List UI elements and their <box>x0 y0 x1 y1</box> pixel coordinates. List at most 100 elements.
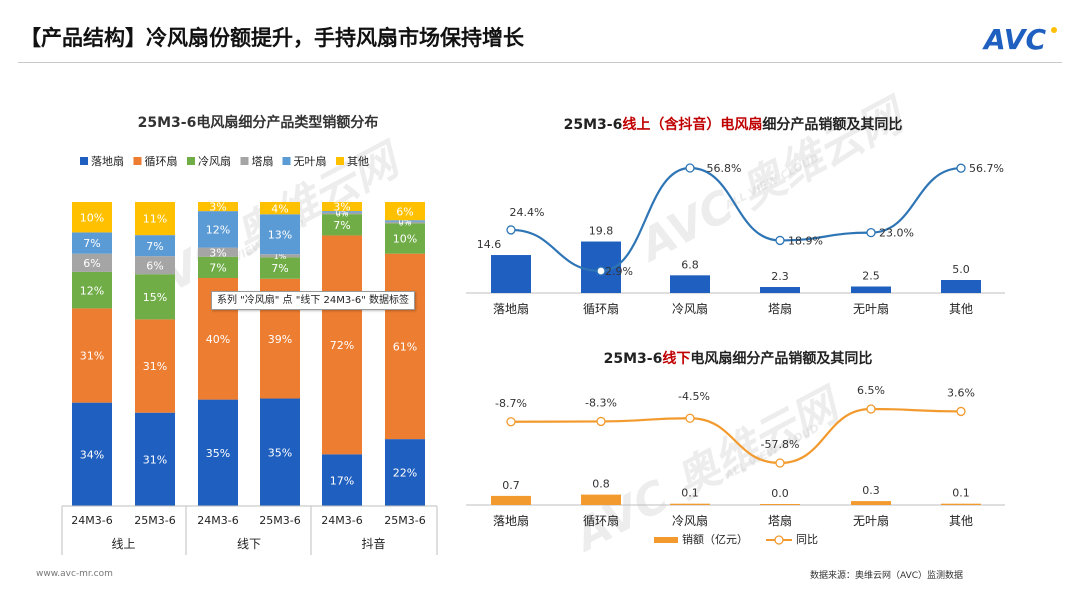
bar-segment <box>260 398 300 506</box>
bar-value-label: 2.3 <box>771 270 789 283</box>
bar-segment <box>385 253 425 440</box>
yoy-point <box>596 266 606 276</box>
data-label: 39% <box>268 333 292 346</box>
legend-label: 塔扇 <box>252 154 274 168</box>
tick-label: 塔扇 <box>768 301 792 316</box>
tick-label: 无叶扇 <box>853 513 889 528</box>
chart-title-part: 25M3-6 <box>604 351 663 367</box>
data-label: 10% <box>393 233 417 246</box>
chart-title-part: 细分产品销额及其同比 <box>762 116 902 133</box>
data-label: 40% <box>206 333 230 346</box>
legend-label: 落地扇 <box>91 154 124 168</box>
data-label: 4% <box>271 202 288 215</box>
yoy-point <box>866 227 876 238</box>
data-label: 12% <box>206 224 230 237</box>
bar-value-label: 0.0 <box>771 487 789 500</box>
title-divider <box>18 62 1062 63</box>
yoy-value-label: -57.8% <box>761 438 800 451</box>
sales-bar <box>670 503 710 505</box>
bar-segment <box>198 247 238 257</box>
yoy-value-label: 6.5% <box>857 384 885 397</box>
bar-segment <box>135 202 175 236</box>
yoy-point <box>866 404 876 414</box>
yoy-value-label: 3.6% <box>947 386 975 399</box>
yoy-line <box>510 407 962 465</box>
yoy-value-label: 18.9% <box>788 234 823 247</box>
yoy-value-label: -8.3% <box>585 396 617 409</box>
bar-segment <box>135 274 175 320</box>
data-label-tooltip: 系列 "冷风扇" 点 "线下 24M3-6" 数据标签 <box>211 291 415 310</box>
chart-title-part: 电风扇细分产品销额及其同比 <box>690 350 872 367</box>
data-label: 1% <box>274 252 287 261</box>
legend-swatch <box>133 157 142 165</box>
data-label: 6% <box>396 205 413 218</box>
legend-label: 冷风扇 <box>198 154 231 168</box>
data-label: 7% <box>271 262 288 275</box>
sales-bar <box>491 255 531 293</box>
bar-segment <box>322 214 362 236</box>
chart-title-part: 25M3-6 <box>564 117 623 133</box>
tick-label: 25M3-6 <box>134 514 175 527</box>
bar-segment <box>135 412 175 506</box>
data-label: 31% <box>143 454 167 467</box>
chart-title-part: 线上（含抖音）电风扇 <box>622 116 762 133</box>
data-label: 0% <box>336 208 349 217</box>
avc-logo-text: AVC <box>982 23 1046 54</box>
sales-bar <box>581 494 621 505</box>
sales-bar <box>670 275 710 293</box>
tick-label: 其他 <box>949 302 973 316</box>
data-label: 7% <box>83 237 100 250</box>
data-label: 22% <box>393 467 417 480</box>
data-label: 6% <box>83 257 100 270</box>
sales-bar <box>851 501 891 505</box>
bar-segment <box>72 308 112 403</box>
tick-label: 冷风扇 <box>672 301 708 316</box>
tick-label: 落地扇 <box>493 513 529 528</box>
avc-logo-dot <box>1051 27 1057 33</box>
bar-segment <box>260 202 300 215</box>
legend-label: 无叶扇 <box>294 154 327 168</box>
tick-label: 25M3-6 <box>259 514 300 527</box>
bar-segment <box>198 399 238 506</box>
data-label: 12% <box>80 284 104 297</box>
data-label: 10% <box>80 211 104 224</box>
bar-segment <box>322 202 362 212</box>
tick-label: 24M3-6 <box>197 514 238 527</box>
bar-segment <box>260 254 300 258</box>
yoy-line <box>510 166 962 273</box>
yoy-value-label: 24.4% <box>510 206 545 219</box>
legend-label: 循环扇 <box>145 154 178 168</box>
bar-segment <box>198 211 238 248</box>
data-label: 3% <box>333 201 350 214</box>
data-label: 34% <box>80 449 104 462</box>
chart-title-part: 线下 <box>662 350 690 367</box>
footer-website[interactable]: www.avc-mr.com <box>36 569 113 579</box>
legend-swatch <box>336 157 344 165</box>
legend-swatch <box>654 537 678 543</box>
bar-segment <box>198 256 238 278</box>
legend-swatch <box>187 157 195 165</box>
sales-bar <box>941 280 981 293</box>
yoy-point <box>775 458 785 468</box>
data-label: 17% <box>330 474 354 487</box>
bar-segment <box>385 223 425 254</box>
bar-value-label: 0.7 <box>502 479 520 492</box>
yoy-point <box>685 163 695 173</box>
group-label: 线下 <box>237 537 261 551</box>
data-label: 3% <box>209 246 226 259</box>
bar-segment <box>135 235 175 257</box>
data-label: 7% <box>209 262 226 275</box>
bar-value-label: 6.8 <box>681 258 699 271</box>
yoy-value-label: -8.7% <box>495 397 527 410</box>
bar-segment <box>135 319 175 413</box>
bar-value-label: 5.0 <box>952 263 970 276</box>
data-label: 7% <box>146 240 163 253</box>
bar-segment <box>72 253 112 272</box>
data-label: 11% <box>143 213 167 226</box>
data-label: 0% <box>399 217 412 226</box>
bar-segment <box>260 257 300 279</box>
legend-label: 销额（亿元） <box>682 532 748 546</box>
